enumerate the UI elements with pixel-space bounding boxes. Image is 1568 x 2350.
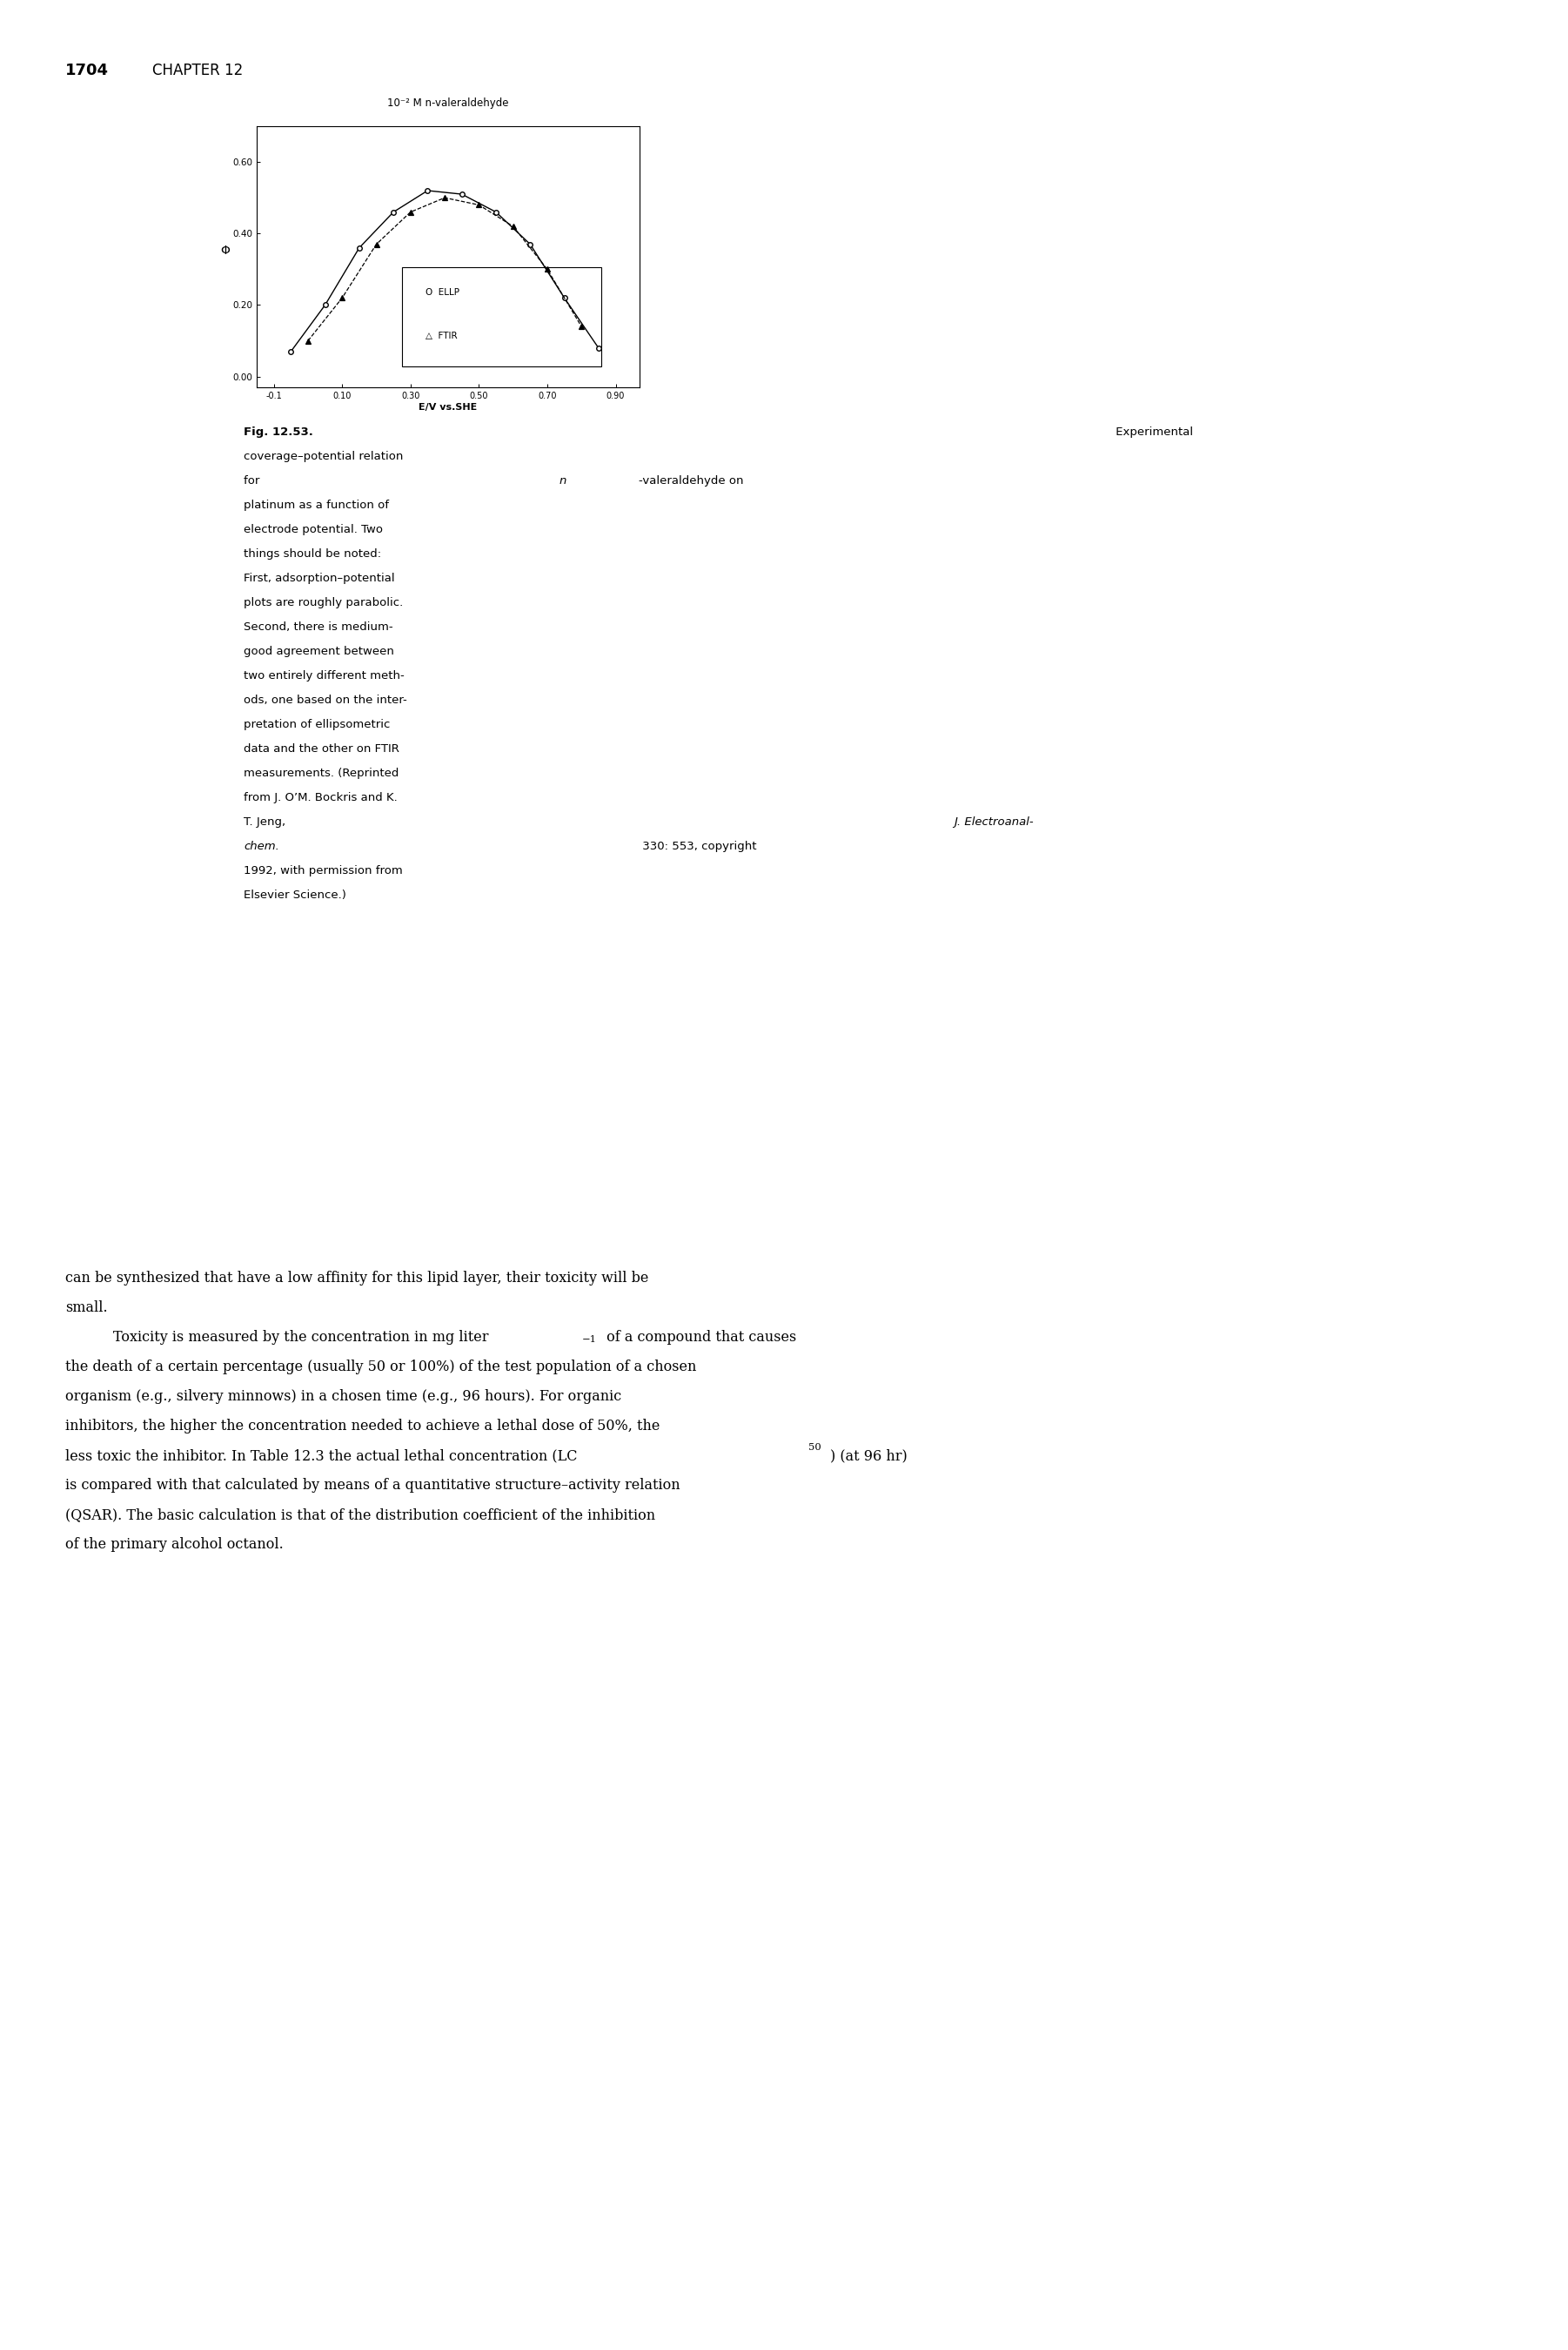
Text: things should be noted:: things should be noted: bbox=[243, 548, 381, 559]
Bar bbox=[401, 268, 601, 367]
Text: from J. O’M. Bockris and K.: from J. O’M. Bockris and K. bbox=[243, 792, 397, 804]
Y-axis label: Φ: Φ bbox=[221, 244, 230, 256]
Text: Experimental: Experimental bbox=[1112, 425, 1193, 437]
Text: is compared with that calculated by means of a quantitative structure–activity r: is compared with that calculated by mean… bbox=[66, 1478, 681, 1492]
Text: 50: 50 bbox=[809, 1443, 822, 1452]
Text: -valeraldehyde on: -valeraldehyde on bbox=[638, 475, 743, 486]
Text: (QSAR). The basic calculation is that of the distribution coefficient of the inh: (QSAR). The basic calculation is that of… bbox=[66, 1506, 655, 1523]
Text: coverage–potential relation: coverage–potential relation bbox=[243, 451, 403, 463]
Text: Elsevier Science.): Elsevier Science.) bbox=[243, 891, 347, 900]
Text: plots are roughly parabolic.: plots are roughly parabolic. bbox=[243, 597, 403, 609]
Text: good agreement between: good agreement between bbox=[243, 646, 394, 658]
Text: O  ELLP: O ELLP bbox=[425, 289, 459, 296]
Text: two entirely different meth-: two entirely different meth- bbox=[243, 670, 405, 681]
Text: ods, one based on the inter-: ods, one based on the inter- bbox=[243, 696, 408, 705]
Text: can be synthesized that have a low affinity for this lipid layer, their toxicity: can be synthesized that have a low affin… bbox=[66, 1271, 649, 1285]
Text: organism (e.g., silvery minnows) in a chosen time (e.g., 96 hours). For organic: organism (e.g., silvery minnows) in a ch… bbox=[66, 1389, 621, 1403]
Text: the death of a certain percentage (usually 50 or 100%) of the test population of: the death of a certain percentage (usual… bbox=[66, 1361, 696, 1375]
Text: less toxic the inhibitor. In Table 12.3 the actual lethal concentration (LC: less toxic the inhibitor. In Table 12.3 … bbox=[66, 1448, 577, 1464]
Text: electrode potential. Two: electrode potential. Two bbox=[243, 524, 383, 536]
X-axis label: E/V vs.SHE: E/V vs.SHE bbox=[419, 402, 477, 411]
Text: 10⁻² M n-valeraldehyde: 10⁻² M n-valeraldehyde bbox=[387, 96, 510, 108]
Text: of the primary alcohol octanol.: of the primary alcohol octanol. bbox=[66, 1537, 284, 1551]
Text: ) (at 96 hr): ) (at 96 hr) bbox=[831, 1448, 908, 1464]
Text: small.: small. bbox=[66, 1300, 108, 1316]
Text: J. Electroanal-: J. Electroanal- bbox=[955, 815, 1033, 827]
Text: 1704: 1704 bbox=[66, 63, 108, 78]
Text: Fig. 12.53.: Fig. 12.53. bbox=[243, 425, 314, 437]
Text: for: for bbox=[243, 475, 263, 486]
Text: 1992, with permission from: 1992, with permission from bbox=[243, 865, 403, 877]
Text: inhibitors, the higher the concentration needed to achieve a lethal dose of 50%,: inhibitors, the higher the concentration… bbox=[66, 1419, 660, 1434]
Text: n: n bbox=[560, 475, 566, 486]
Text: Toxicity is measured by the concentration in mg liter: Toxicity is measured by the concentratio… bbox=[113, 1330, 489, 1344]
Text: −1: −1 bbox=[582, 1335, 597, 1344]
Text: 330: 553, copyright: 330: 553, copyright bbox=[638, 841, 756, 853]
Text: CHAPTER 12: CHAPTER 12 bbox=[152, 63, 243, 78]
Text: First, adsorption–potential: First, adsorption–potential bbox=[243, 573, 395, 585]
Text: chem.: chem. bbox=[243, 841, 279, 853]
Text: measurements. (Reprinted: measurements. (Reprinted bbox=[243, 768, 398, 778]
Text: △  FTIR: △ FTIR bbox=[425, 331, 456, 341]
Text: of a compound that causes: of a compound that causes bbox=[602, 1330, 797, 1344]
Text: platinum as a function of: platinum as a function of bbox=[243, 501, 389, 510]
Text: pretation of ellipsometric: pretation of ellipsometric bbox=[243, 719, 390, 731]
Text: Second, there is medium-: Second, there is medium- bbox=[243, 620, 394, 632]
Text: data and the other on FTIR: data and the other on FTIR bbox=[243, 743, 400, 754]
Text: T. Jeng,: T. Jeng, bbox=[243, 815, 289, 827]
